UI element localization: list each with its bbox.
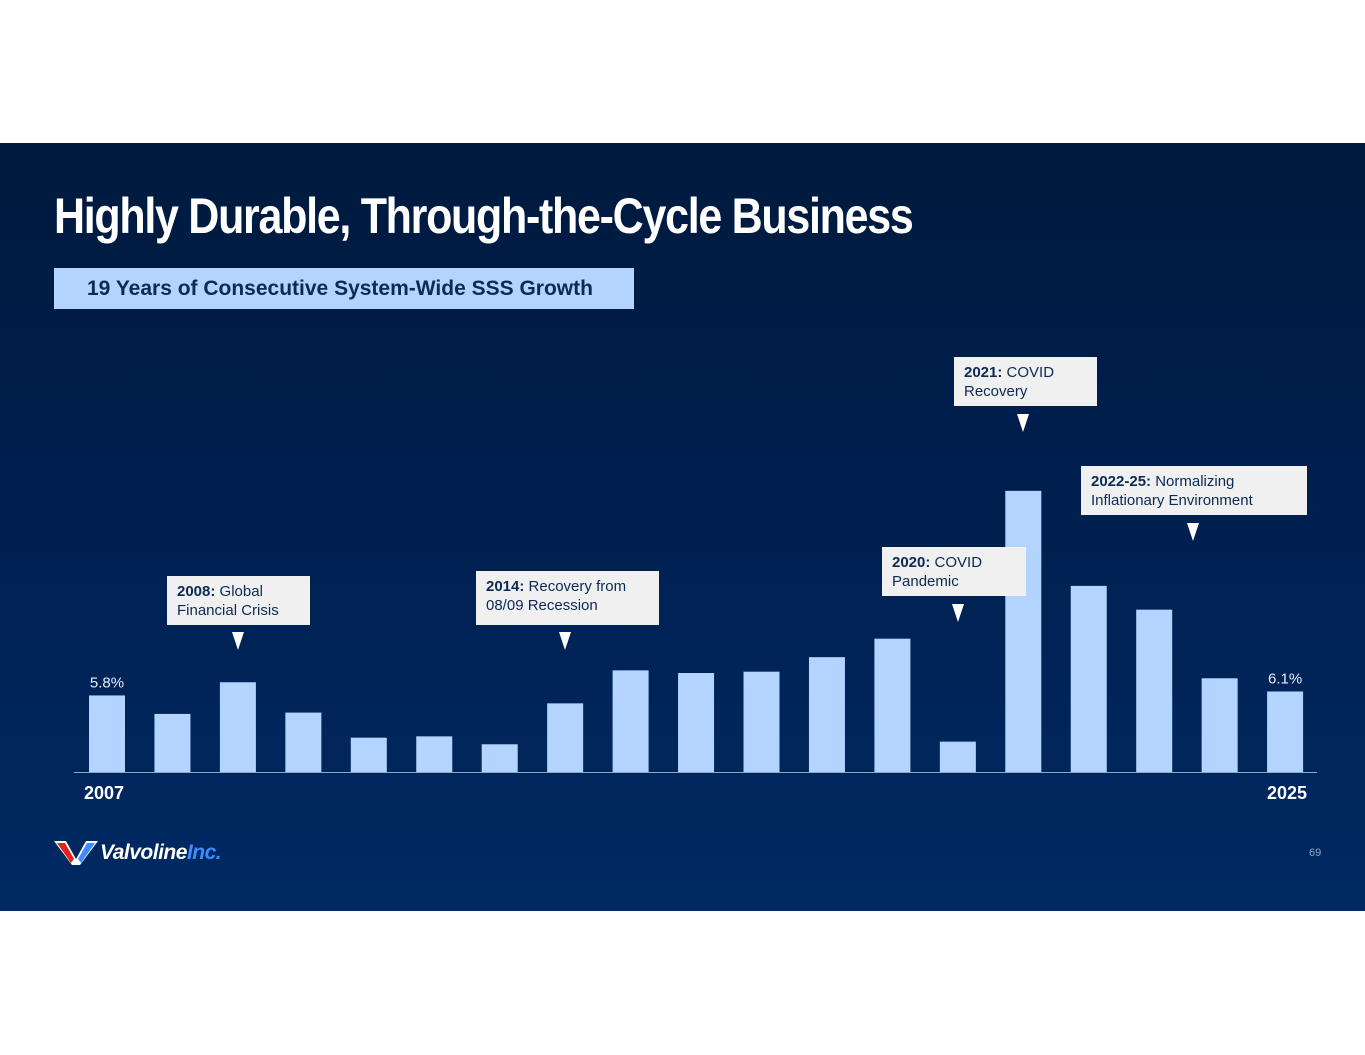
callout-2022-25: 2022-25: Normalizing Inflationary Enviro…: [1081, 466, 1307, 515]
data-label-2025: 6.1%: [1268, 670, 1302, 687]
valvoline-v-logo-icon: [54, 841, 98, 865]
callout-arrow-icon: [231, 632, 244, 650]
x-axis-label-end: 2025: [1267, 783, 1307, 803]
callout-text: Normalizing Inflationary Environment: [1091, 473, 1253, 509]
callout-2020: 2020: COVID Pandemic: [882, 547, 1026, 596]
brand-name: Valvoline: [100, 841, 187, 864]
brand-wordmark: ValvolineInc.: [100, 841, 222, 865]
sss-growth-bar-chart: 5.8% 6.1% 2007 2025: [74, 490, 1317, 803]
callout-text: Recovery from 08/09 Recession: [486, 578, 627, 614]
bar-2023: [1136, 609, 1173, 772]
callout-2014: 2014: Recovery from 08/09 Recession: [476, 571, 659, 625]
callout-arrow-icon: [1017, 414, 1030, 432]
bar-2025: [1267, 691, 1304, 772]
data-label-2007: 5.8%: [90, 674, 124, 691]
callout-text: COVID Recovery: [964, 364, 1055, 400]
callout-2021: 2021: COVID Recovery: [954, 357, 1097, 406]
bar-2015: [612, 670, 649, 772]
callout-2008: 2008: Global Financial Crisis: [167, 576, 310, 625]
bar-2016: [678, 673, 715, 772]
bar-2017: [743, 671, 780, 772]
slide-title: Highly Durable, Through-the-Cycle Busine…: [54, 188, 914, 244]
bar-2022: [1070, 585, 1107, 772]
bar-2009: [219, 682, 256, 772]
callout-text: COVID Pandemic: [892, 554, 983, 590]
bar-2012: [416, 736, 453, 772]
brand-suffix: Inc.: [186, 841, 222, 864]
bar-2013: [481, 744, 518, 772]
callout-year: 2021:: [964, 364, 1003, 381]
bar-2021: [1005, 490, 1042, 772]
page-number: 69: [1309, 847, 1322, 859]
bar-2008: [154, 713, 191, 772]
x-axis-label-start: 2007: [84, 783, 124, 803]
callout-text: Global Financial Crisis: [177, 583, 279, 619]
bar-2020: [939, 741, 976, 772]
bar-2010: [285, 712, 322, 772]
bar-2007: [89, 695, 125, 772]
callout-arrow-icon: [1187, 523, 1199, 541]
callout-year: 2020:: [892, 554, 931, 571]
bar-2018: [808, 657, 845, 772]
callout-year: 2014:: [486, 578, 525, 595]
slide-subtitle-banner: 19 Years of Consecutive System-Wide SSS …: [54, 268, 634, 309]
callout-year: 2008:: [177, 583, 216, 600]
callout-year: 2022-25:: [1091, 473, 1152, 490]
bar-2019: [874, 638, 911, 772]
bar-2014: [547, 703, 584, 772]
bar-2024: [1201, 678, 1238, 772]
bar-2011: [350, 737, 387, 772]
callout-arrow-icon: [559, 632, 572, 650]
callout-arrow-icon: [951, 604, 964, 622]
slide: Highly Durable, Through-the-Cycle Busine…: [0, 143, 1365, 911]
